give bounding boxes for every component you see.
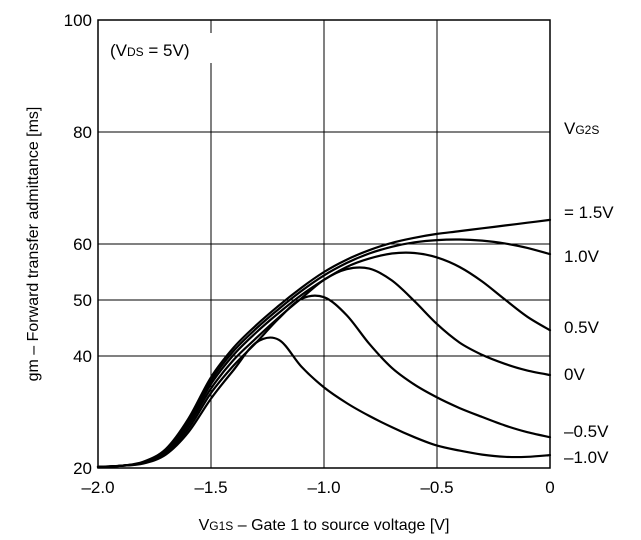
- y-tick-label: 40: [73, 347, 92, 366]
- x-axis-title: VG1S – Gate 1 to source voltage [V]: [199, 517, 450, 534]
- y-tick-label: 100: [64, 11, 92, 30]
- x-tick-label: –2.0: [81, 478, 114, 497]
- series-labels: = 1.5V 1.0V 0.5V 0V –0.5V –1.0V: [564, 203, 614, 467]
- series-label: –0.5V: [564, 422, 609, 441]
- y-axis-title: gm – Forward transfer admittance [ms]: [25, 107, 42, 382]
- series-label: –1.0V: [564, 448, 609, 467]
- y-tick-label: 20: [73, 459, 92, 478]
- series-label: 1.0V: [564, 247, 600, 266]
- x-tick-labels: –2.0 –1.5 –1.0 –0.5 0: [81, 478, 554, 497]
- grid: [98, 19, 550, 468]
- x-tick-label: –1.5: [194, 478, 227, 497]
- series-curve: [96, 266, 552, 468]
- series-label: 0.5V: [564, 318, 600, 337]
- y-tick-label: 60: [73, 235, 92, 254]
- series-curve: [96, 336, 552, 468]
- series-curves: [96, 218, 552, 468]
- x-tick-label: –1.0: [307, 478, 340, 497]
- x-tick-label: 0: [545, 478, 554, 497]
- series-header: VG2S: [564, 119, 599, 138]
- annotation-background: [102, 33, 212, 63]
- series-label: = 1.5V: [564, 203, 614, 222]
- y-tick-label: 80: [73, 123, 92, 142]
- series-curve: [96, 294, 552, 468]
- series-label: 0V: [564, 365, 585, 384]
- annotation: (VDS = 5V): [110, 41, 190, 60]
- y-tick-labels: 20 40 50 60 80 100: [64, 11, 92, 478]
- y-tick-label: 50: [73, 291, 92, 310]
- x-tick-label: –0.5: [420, 478, 453, 497]
- plot-frame: [97, 19, 551, 469]
